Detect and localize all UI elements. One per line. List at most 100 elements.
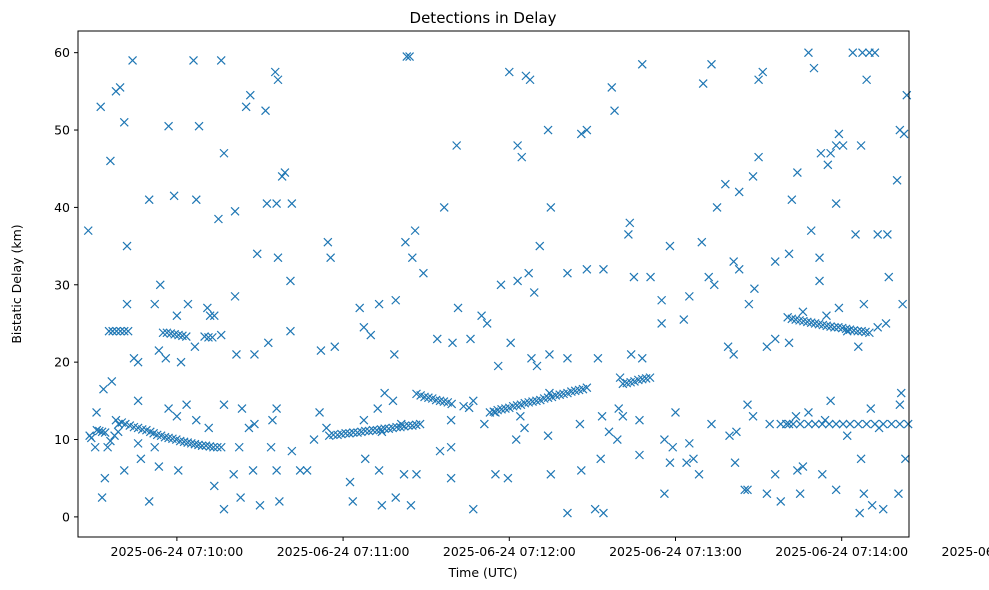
detection-marker: [884, 272, 894, 282]
detection-marker: [698, 79, 708, 89]
detection-marker: [729, 349, 739, 359]
detection-marker: [787, 195, 797, 205]
detection-marker: [707, 419, 716, 429]
detection-marker: [182, 400, 192, 410]
detection-marker: [493, 361, 503, 371]
detection-marker: [873, 322, 883, 332]
detection-marker: [402, 52, 412, 61]
detection-marker: [92, 408, 101, 417]
detection-marker: [447, 399, 457, 409]
detection-marker: [826, 148, 836, 158]
detection-marker: [345, 477, 355, 487]
detection-marker: [348, 428, 358, 437]
detection-marker: [623, 230, 633, 239]
detection-marker: [513, 276, 523, 286]
detection-marker: [645, 373, 655, 383]
detection-marker: [136, 454, 146, 464]
x-tick-label: 2025-06-24 07:15:00: [942, 544, 989, 559]
detection-marker: [618, 411, 628, 421]
detection-marker: [862, 75, 872, 85]
detection-marker: [788, 419, 798, 429]
detection-marker: [373, 404, 383, 413]
detection-marker: [161, 353, 171, 363]
detection-marker: [513, 141, 523, 150]
detection-marker: [388, 396, 398, 406]
detection-marker: [374, 466, 384, 475]
detection-marker: [815, 253, 824, 263]
detection-marker: [506, 338, 516, 348]
detection-marker: [626, 349, 636, 359]
detection-marker: [205, 442, 215, 451]
detection-marker: [851, 230, 860, 239]
detection-marker: [545, 349, 554, 359]
detection-marker: [831, 199, 841, 208]
detection-marker: [380, 388, 390, 398]
detection-marker: [748, 172, 758, 181]
detection-marker: [517, 152, 527, 162]
y-axis: 0 10 20 30 40 50 60: [54, 45, 78, 524]
detection-marker: [543, 431, 553, 441]
detection-marker: [532, 361, 542, 371]
detection-marker: [529, 288, 539, 297]
detection-marker: [582, 264, 592, 274]
detection-marker: [791, 411, 801, 421]
detection-marker: [815, 276, 824, 286]
detection-marker: [576, 466, 586, 475]
detection-marker: [400, 237, 410, 247]
detection-marker: [391, 295, 401, 305]
detection-marker: [679, 315, 689, 325]
detection-marker: [212, 442, 222, 452]
detection-marker: [754, 75, 764, 85]
detection-marker: [119, 117, 129, 127]
detection-marker: [255, 500, 265, 510]
detection-marker: [762, 489, 772, 499]
detection-marker: [659, 489, 669, 499]
detection-marker: [545, 388, 554, 398]
detection-marker: [834, 303, 844, 313]
detection-marker: [250, 349, 259, 359]
detection-marker: [822, 311, 831, 321]
y-tick-label: 20: [54, 355, 70, 370]
detection-marker: [646, 272, 655, 282]
detection-marker: [286, 326, 295, 336]
detection-marker: [809, 63, 819, 73]
detection-marker: [181, 332, 191, 342]
y-tick-label: 30: [54, 277, 70, 292]
detection-marker: [464, 403, 474, 413]
detection-marker: [287, 199, 297, 208]
detection-marker: [866, 404, 876, 413]
y-tick-label: 10: [54, 432, 70, 447]
detection-marker: [133, 438, 143, 448]
detection-marker: [286, 276, 295, 286]
detection-marker: [396, 419, 406, 429]
detection-marker: [186, 438, 196, 448]
detection-marker: [277, 172, 287, 181]
detection-marker: [859, 489, 869, 499]
detection-marker: [209, 442, 218, 452]
detection-marker: [112, 326, 121, 336]
detection-marker: [657, 319, 667, 328]
detection-marker: [792, 466, 802, 475]
detection-marker: [309, 435, 319, 444]
detection-marker: [898, 299, 908, 309]
detection-marker: [682, 458, 691, 468]
detection-marker: [575, 419, 585, 429]
detection-marker: [878, 504, 888, 514]
detection-marker: [858, 48, 867, 58]
detection-marker: [316, 346, 326, 355]
detection-marker: [183, 299, 193, 309]
detection-marker: [412, 469, 421, 479]
detection-marker: [770, 469, 780, 479]
detection-marker: [392, 422, 401, 432]
detection-marker: [776, 496, 786, 506]
detection-marker: [287, 446, 297, 456]
detection-marker: [359, 322, 369, 332]
detection-marker: [657, 295, 667, 305]
detection-marker: [190, 439, 200, 449]
detection-marker: [214, 214, 223, 224]
detection-marker: [295, 466, 305, 475]
y-tick-label: 40: [54, 200, 70, 215]
detection-marker: [99, 384, 108, 394]
detection-marker: [230, 291, 240, 301]
detection-marker: [668, 442, 678, 452]
